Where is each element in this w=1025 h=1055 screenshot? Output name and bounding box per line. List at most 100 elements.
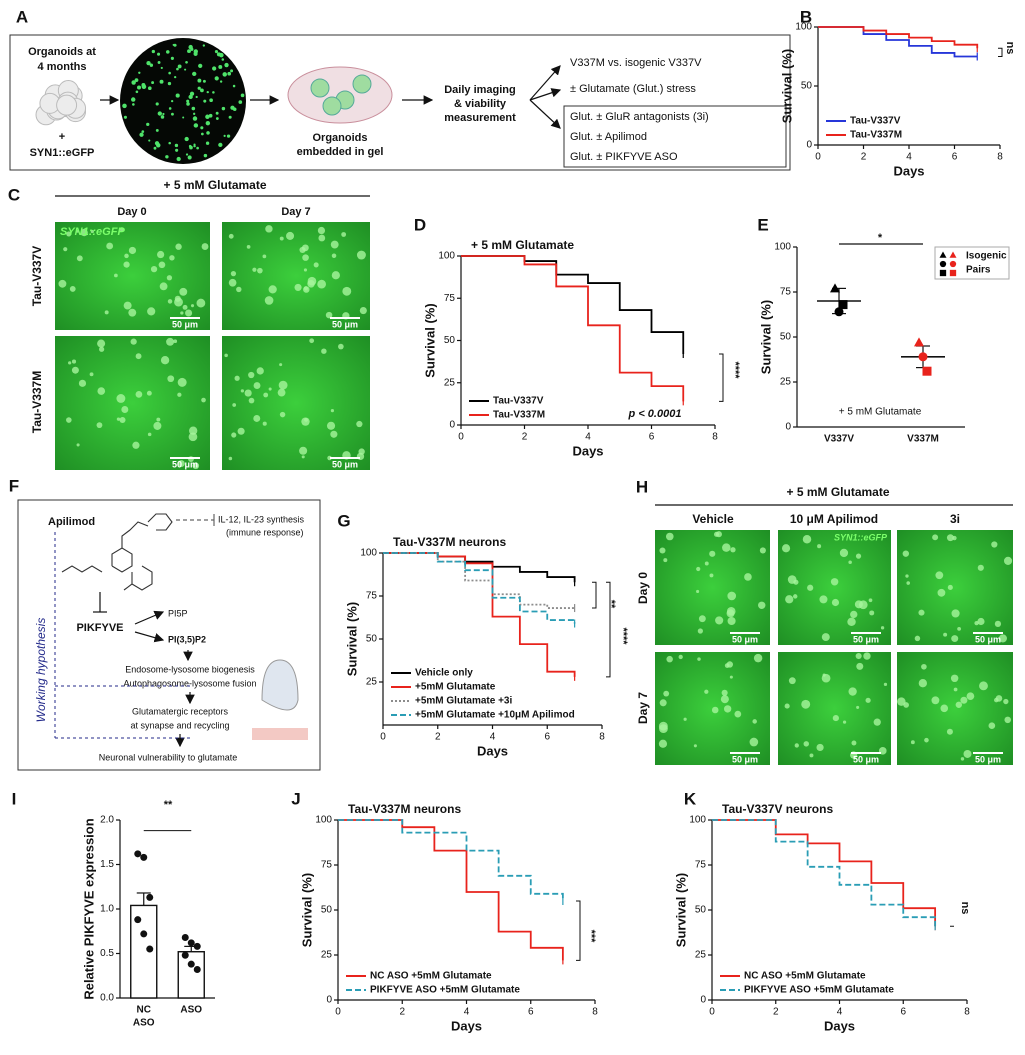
label: 0	[449, 420, 455, 431]
gfp-cell	[148, 139, 151, 142]
gfp-cell	[170, 112, 174, 116]
neuron	[188, 432, 198, 442]
gfp-cell	[200, 132, 204, 136]
neuron	[331, 253, 337, 259]
gfp-cell	[160, 115, 165, 119]
label: 0	[785, 422, 791, 433]
neuron	[189, 426, 198, 435]
neuron	[696, 566, 701, 572]
neuron	[153, 421, 162, 430]
gfp-cell	[203, 99, 207, 103]
neuron	[794, 743, 799, 748]
neuron	[196, 298, 206, 308]
gfp-cell	[221, 58, 225, 61]
label: Day 0	[636, 572, 650, 604]
neuron	[918, 609, 925, 616]
label: 50 μm	[172, 319, 198, 329]
survival-curve	[383, 552, 576, 624]
gfp-cell	[221, 106, 226, 111]
neuron	[265, 225, 273, 233]
neuron	[166, 337, 175, 346]
neuron	[106, 242, 114, 250]
label: 6	[649, 432, 655, 443]
gfp-cell	[218, 64, 223, 69]
label: B	[800, 7, 812, 26]
label: ***	[585, 930, 597, 944]
arrow	[529, 65, 561, 101]
label: 4	[906, 152, 912, 163]
neuron	[321, 348, 327, 354]
neuron	[75, 229, 79, 233]
label: 100	[689, 815, 706, 826]
neuron	[698, 615, 706, 623]
survival-curve	[818, 26, 979, 49]
label: 50 μm	[975, 754, 1001, 764]
gfp-cell	[139, 132, 144, 137]
neuron	[185, 309, 193, 317]
label: Days	[893, 163, 924, 178]
neuron	[135, 353, 142, 360]
gfp-cell	[193, 144, 196, 148]
label: 50 μm	[853, 634, 879, 644]
neuron	[330, 409, 334, 413]
neuron	[711, 706, 719, 714]
label: 10 μM Apilimod	[790, 512, 878, 526]
neuron	[897, 697, 906, 706]
neuron	[709, 550, 716, 557]
neuron	[659, 699, 667, 707]
neuron	[697, 628, 703, 634]
neuron	[848, 560, 852, 565]
gfp-cell	[159, 79, 164, 84]
neuron	[851, 740, 857, 746]
label: Survival (%)	[344, 602, 359, 676]
gfp-cell	[193, 49, 198, 54]
label: NC ASO +5mM Glutamate	[744, 971, 866, 982]
label: 100	[438, 251, 455, 262]
survival-curve	[383, 552, 575, 609]
neuron	[918, 679, 927, 688]
gfp-cell	[214, 50, 219, 54]
gfp-cell	[205, 120, 211, 126]
neuron	[937, 588, 946, 597]
neuron	[167, 375, 175, 383]
neuron	[146, 390, 152, 396]
gfp-cell	[157, 60, 161, 64]
neuron	[693, 744, 697, 748]
label: I	[12, 789, 17, 808]
label: 0	[700, 995, 706, 1006]
point	[922, 366, 932, 376]
significance-bracket	[719, 353, 724, 402]
label: + 5 mM Glutamate	[839, 407, 922, 418]
label: 0.0	[100, 993, 114, 1004]
neuron	[957, 627, 961, 631]
label: Days	[572, 443, 603, 458]
gfp-cell	[195, 95, 198, 99]
neuron	[309, 338, 315, 344]
condition-box	[563, 105, 787, 168]
neuron	[299, 446, 308, 455]
label: ns	[959, 902, 971, 915]
neuron	[921, 663, 927, 670]
survival-curve	[818, 26, 978, 58]
neuron	[946, 534, 954, 542]
neuron	[302, 254, 309, 261]
neuron	[180, 311, 184, 315]
gfp-cell	[189, 145, 193, 150]
gfp-cell	[146, 60, 151, 66]
neuron	[883, 682, 888, 686]
label: Survival (%)	[422, 303, 437, 377]
neuron	[1004, 716, 1012, 724]
label: + 5 mM Glutamate	[163, 178, 266, 192]
point	[134, 850, 142, 858]
label: Day 7	[636, 692, 650, 724]
neuron	[931, 696, 940, 705]
neuron	[759, 547, 766, 554]
neuron	[935, 571, 944, 580]
label: Organoids at	[28, 46, 96, 58]
neuron	[130, 338, 137, 345]
label: Apilimod	[48, 516, 95, 528]
gfp-cell	[240, 93, 245, 98]
label: Vehicle only	[415, 668, 473, 679]
gfp-cell	[153, 146, 157, 150]
survival-curve	[712, 819, 937, 927]
